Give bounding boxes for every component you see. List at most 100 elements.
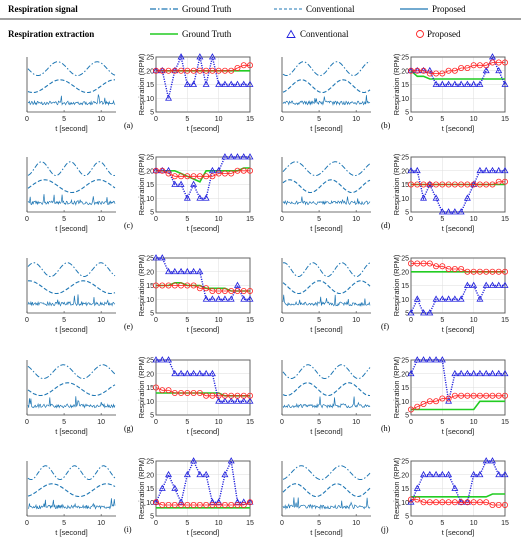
signal-conventional-line xyxy=(282,280,371,295)
header-extraction: Respiration extraction Ground Truth Conv… xyxy=(8,29,461,39)
proposed-point xyxy=(184,282,191,289)
proposed-point xyxy=(414,496,421,503)
conventional-point xyxy=(482,369,490,377)
conventional-point xyxy=(227,397,235,404)
signal-x-tick-label: 10 xyxy=(97,419,105,426)
proposed-point xyxy=(501,392,508,399)
proposed-point xyxy=(165,282,172,289)
y-tick-label: 15 xyxy=(401,385,409,392)
signal-proposed-line xyxy=(282,396,371,409)
proposed-point xyxy=(171,389,178,396)
y-axis-label: Respiration (RPM) xyxy=(137,254,146,316)
conventional-point xyxy=(240,397,248,404)
proposed-point xyxy=(228,67,235,74)
proposed-point xyxy=(439,263,446,270)
signal-proposed-line xyxy=(27,498,116,510)
conventional-point xyxy=(215,295,223,302)
proposed-point xyxy=(433,70,440,77)
conventional-point xyxy=(495,66,503,74)
signal-plot-d: 0 5 10 t [second] xyxy=(280,157,371,233)
conventional-point xyxy=(451,484,459,491)
proposed-point xyxy=(209,67,216,74)
proposed-point xyxy=(476,392,483,399)
proposed-point xyxy=(240,62,247,69)
x-tick-label: 5 xyxy=(185,419,189,426)
legend-gt-extract-label: Ground Truth xyxy=(182,29,232,39)
proposed-point xyxy=(178,67,185,74)
x-axis-label: t [second] xyxy=(187,325,220,334)
proposed-point xyxy=(246,499,253,506)
proposed-point xyxy=(433,263,440,270)
signal-proposed-line xyxy=(27,396,116,409)
conventional-point xyxy=(438,470,446,478)
extraction-plot-frame xyxy=(155,56,251,113)
conventional-point xyxy=(463,369,471,377)
conventional-point xyxy=(426,356,434,363)
y-tick-label: 5 xyxy=(405,110,409,117)
conventional-point xyxy=(233,153,241,160)
signal-x-tick-label: 10 xyxy=(97,116,105,123)
conventional-point xyxy=(158,254,166,261)
conventional-point xyxy=(445,295,453,302)
conventional-point xyxy=(463,498,471,505)
y-axis-label: Respiration (RPM) xyxy=(392,457,401,519)
legend-conv-signal-label: Conventional xyxy=(306,4,355,14)
conventional-point xyxy=(240,498,248,505)
proposed-point xyxy=(159,387,166,394)
signal-x-tick-label: 0 xyxy=(280,317,284,324)
conventional-point xyxy=(240,80,248,87)
signal-x-tick-label: 0 xyxy=(25,419,29,426)
signal-x-tick-label: 0 xyxy=(280,116,284,123)
signal-x-tick-label: 5 xyxy=(317,419,321,426)
proposed-point xyxy=(246,392,253,399)
conventional-point xyxy=(177,267,185,275)
conventional-point xyxy=(482,457,490,464)
conventional-point xyxy=(221,80,229,87)
proposed-point xyxy=(445,499,452,506)
conventional-point xyxy=(227,457,235,464)
proposed-point xyxy=(414,67,421,74)
proposed-point xyxy=(184,389,191,396)
conventional-point xyxy=(240,153,248,160)
x-tick-label: 0 xyxy=(154,520,158,527)
proposed-point xyxy=(420,181,427,188)
proposed-point xyxy=(152,67,159,74)
conventional-point xyxy=(426,66,434,74)
signal-plot-e: 0 5 10 t [second] xyxy=(25,258,116,334)
y-axis-label: Respiration (RPM) xyxy=(392,153,401,215)
proposed-point xyxy=(407,406,414,413)
x-tick-label: 5 xyxy=(440,520,444,527)
extraction-plot-frame xyxy=(410,460,506,517)
proposed-point xyxy=(476,268,483,275)
panel-label: (c) xyxy=(124,221,133,230)
signal-x-tick-label: 10 xyxy=(352,317,360,324)
conventional-point xyxy=(457,80,465,87)
y-tick-label: 20 xyxy=(401,168,409,175)
y-tick-label: 10 xyxy=(146,196,154,203)
proposed-point xyxy=(221,287,228,294)
proposed-point xyxy=(445,395,452,402)
signal-x-axis-label: t [second] xyxy=(55,427,88,436)
proposed-point xyxy=(203,67,210,74)
conventional-point xyxy=(413,166,421,174)
proposed-point xyxy=(433,181,440,188)
signal-conventional-line xyxy=(282,179,371,194)
proposed-point xyxy=(483,499,490,506)
conventional-point xyxy=(208,53,216,60)
y-axis-label: Respiration (RPM) xyxy=(137,153,146,215)
proposed-point xyxy=(483,392,490,399)
legend-conv-extract-marker xyxy=(286,29,296,38)
signal-conventional-line xyxy=(282,79,371,94)
proposed-point xyxy=(240,287,247,294)
conventional-point xyxy=(407,309,415,316)
signal-ground-truth-line xyxy=(282,61,371,76)
conventional-point xyxy=(158,166,166,174)
signal-proposed-line xyxy=(282,294,371,307)
proposed-point xyxy=(426,260,433,267)
conventional-point xyxy=(158,484,166,491)
conventional-point xyxy=(158,66,166,74)
